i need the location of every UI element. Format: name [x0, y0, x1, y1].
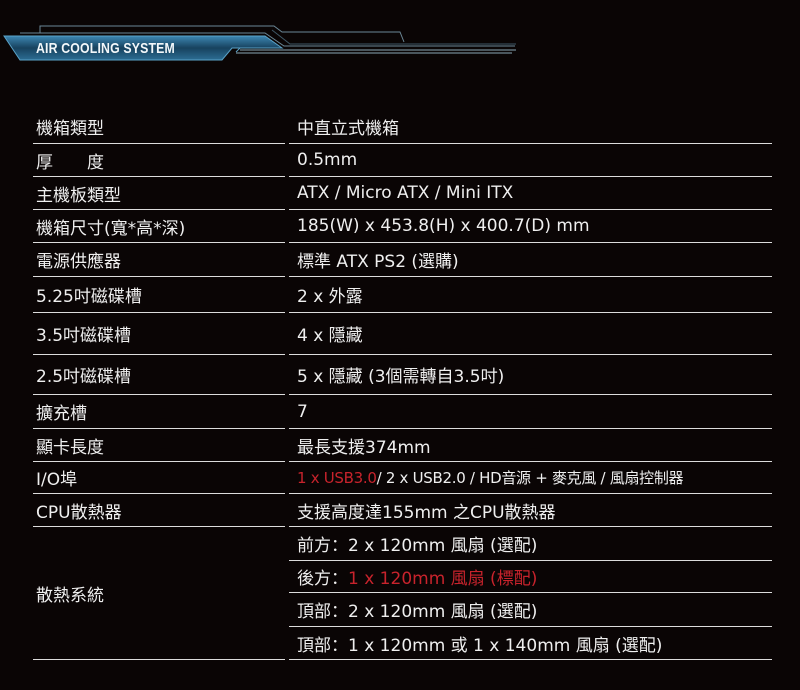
cooling-label-cell: 散熱系統 — [33, 527, 285, 660]
spec-value: 4 x 隱藏 — [297, 326, 363, 346]
spec-value: 支援高度達155mm 之CPU散熱器 — [297, 502, 556, 523]
cooling-item: 前方： 2 x 120mm 風扇 (選配) — [289, 527, 772, 561]
spec-value-cell: 中直立式機箱 — [289, 110, 772, 144]
spec-label-cell: 電源供應器 — [33, 243, 285, 277]
cooling-value: 2 x 120mm 風扇 (選配) — [348, 602, 538, 622]
cooling-value: 2 x 120mm 風扇 (選配) — [348, 536, 538, 556]
spec-label: 機箱類型 — [36, 119, 104, 139]
spec-label-cell: 顯卡長度 — [33, 429, 285, 462]
cooling-value: 1 x 120mm 或 1 x 140mm 風扇 (選配) — [348, 635, 663, 656]
cooling-item: 後方： 1 x 120mm 風扇 (標配) — [289, 561, 772, 593]
spec-label: 3.5吋磁碟槽 — [36, 326, 132, 346]
cooling-position: 頂部： — [297, 635, 348, 656]
spec-value: 185(W) x 453.8(H) x 400.7(D) mm — [297, 216, 590, 236]
spec-label-cell: 3.5吋磁碟槽 — [33, 313, 285, 355]
spec-label-cell: 機箱類型 — [33, 110, 285, 144]
spec-label-cell: 厚 度 — [33, 144, 285, 177]
cooling-value: 1 x 120mm 風扇 (標配) — [348, 569, 538, 589]
cooling-position: 後方： — [297, 569, 348, 589]
cooling-position: 前方： — [297, 536, 348, 556]
spec-label: I/O埠 — [36, 470, 78, 490]
spec-value: 中直立式機箱 — [297, 119, 399, 139]
spec-label-cell: 5.25吋磁碟槽 — [33, 277, 285, 313]
cooling-position: 頂部： — [297, 602, 348, 622]
spec-label: 擴充槽 — [36, 404, 87, 424]
spec-label: 主機板類型 — [36, 185, 121, 206]
spec-value-cell: 2 x 外露 — [289, 277, 772, 313]
spec-value: 7 — [297, 401, 308, 422]
spec-value-cell: ATX / Micro ATX / Mini ITX — [289, 177, 772, 210]
spec-label: 2.5吋磁碟槽 — [36, 367, 132, 387]
cooling-label: 散熱系統 — [36, 585, 104, 606]
spec-label: 顯卡長度 — [36, 437, 104, 458]
spec-value: 最長支援374mm — [297, 437, 431, 458]
spec-label-cell: I/O埠 — [33, 462, 285, 494]
spec-value-cell: 4 x 隱藏 — [289, 313, 772, 355]
spec-value-cell: 5 x 隱藏 (3個需轉自3.5吋) — [289, 355, 772, 395]
spec-value-cell: 最長支援374mm — [289, 429, 772, 462]
spec-label: 厚 度 — [36, 152, 104, 173]
spec-label-cell: CPU散熱器 — [33, 494, 285, 527]
spec-label-cell: 機箱尺寸(寬*高*深) — [33, 210, 285, 243]
spec-value: 0.5mm — [297, 150, 358, 170]
spec-value: 5 x 隱藏 (3個需轉自3.5吋) — [297, 367, 505, 387]
spec-value-cell: 185(W) x 453.8(H) x 400.7(D) mm — [289, 210, 772, 243]
spec-value-highlight: 1 x USB3.0 — [297, 468, 377, 487]
section-banner: AIR COOLING SYSTEM — [0, 0, 800, 80]
cooling-item: 頂部： 1 x 120mm 或 1 x 140mm 風扇 (選配) — [289, 627, 772, 660]
spec-value: 標準 ATX PS2 (選購) — [297, 252, 459, 272]
spec-value-cell: 標準 ATX PS2 (選購) — [289, 243, 772, 277]
cooling-item: 頂部： 2 x 120mm 風扇 (選配) — [289, 593, 772, 627]
spec-label: 機箱尺寸(寬*高*深) — [36, 218, 186, 239]
spec-label-cell: 主機板類型 — [33, 177, 285, 210]
banner-title: AIR COOLING SYSTEM — [36, 40, 175, 57]
spec-value-cell: 1 x USB3.0 / 2 x USB2.0 / HD音源 + 麥克風 / 風… — [289, 462, 772, 494]
spec-value-cell: 7 — [289, 395, 772, 429]
spec-value-cell: 支援高度達155mm 之CPU散熱器 — [289, 494, 772, 527]
banner-graphic — [3, 25, 516, 61]
spec-value: / 2 x USB2.0 / HD音源 + 麥克風 / 風扇控制器 — [376, 469, 684, 487]
spec-label-cell: 2.5吋磁碟槽 — [33, 355, 285, 395]
spec-label: 電源供應器 — [36, 252, 121, 272]
spec-value: 2 x 外露 — [297, 287, 363, 307]
spec-value: ATX / Micro ATX / Mini ITX — [297, 183, 514, 203]
spec-label: CPU散熱器 — [36, 502, 122, 523]
spec-label-cell: 擴充槽 — [33, 395, 285, 429]
spec-label: 5.25吋磁碟槽 — [36, 287, 142, 307]
spec-value-cell: 0.5mm — [289, 144, 772, 177]
